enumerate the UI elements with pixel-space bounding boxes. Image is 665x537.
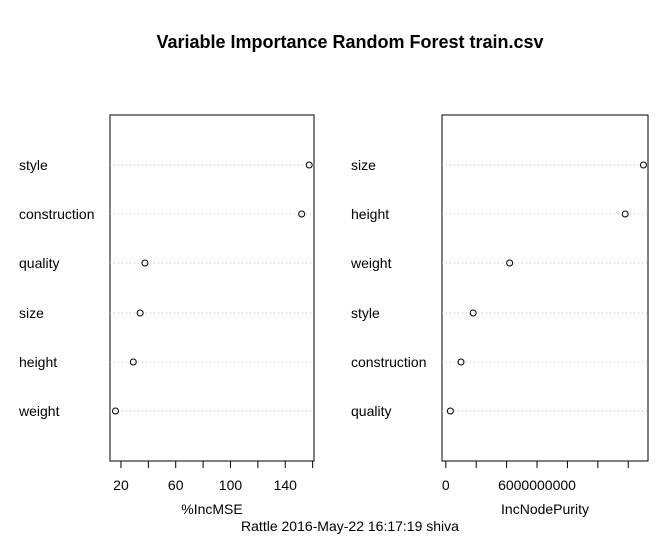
- mse-point: [111, 407, 119, 415]
- mse-point: [305, 161, 313, 169]
- purity-point: [639, 161, 647, 169]
- purity-point: [469, 309, 477, 317]
- mse-x-tick-label: 100: [219, 477, 243, 493]
- purity-point: [446, 407, 454, 415]
- purity-category-label: height: [351, 206, 389, 222]
- mse-category-label: height: [19, 354, 57, 370]
- mse-panel: %IncMSE style construction quality size heig…: [18, 114, 315, 517]
- purity-x-tick-label: 0: [442, 477, 450, 493]
- mse-category-label: quality: [19, 255, 59, 271]
- mse-x-tick-label: 140: [274, 477, 298, 493]
- purity-point: [457, 358, 465, 366]
- mse-category-label: weight: [18, 403, 60, 419]
- purity-point: [506, 259, 514, 267]
- purity-x-axis-label: IncNodePurity: [501, 501, 589, 517]
- purity-category-label: construction: [351, 354, 426, 370]
- purity-category-label: size: [351, 157, 376, 173]
- mse-point: [298, 210, 306, 218]
- mse-point: [136, 309, 144, 317]
- mse-plot-frame: [109, 114, 315, 462]
- purity-category-label: weight: [350, 255, 392, 271]
- mse-x-tick-label: 60: [168, 477, 184, 493]
- purity-plot-frame: [441, 114, 649, 462]
- mse-category-label: size: [19, 305, 44, 321]
- mse-point: [141, 259, 149, 267]
- mse-x-axis-label: %IncMSE: [181, 501, 242, 517]
- purity-category-label: quality: [351, 403, 391, 419]
- chart-title: Variable Importance Random Forest train.…: [156, 32, 543, 52]
- purity-point: [621, 210, 629, 218]
- chart-subtitle: Rattle 2016-May-22 16:17:19 shiva: [241, 518, 459, 534]
- purity-category-label: style: [351, 305, 380, 321]
- mse-point: [129, 358, 137, 366]
- mse-category-label: construction: [19, 206, 94, 222]
- mse-category-label: style: [19, 157, 48, 173]
- mse-x-tick-label: 20: [113, 477, 129, 493]
- purity-panel: IncNodePurity size height weight style const…: [350, 114, 649, 517]
- purity-x-tick-label: 6000000000: [498, 477, 576, 493]
